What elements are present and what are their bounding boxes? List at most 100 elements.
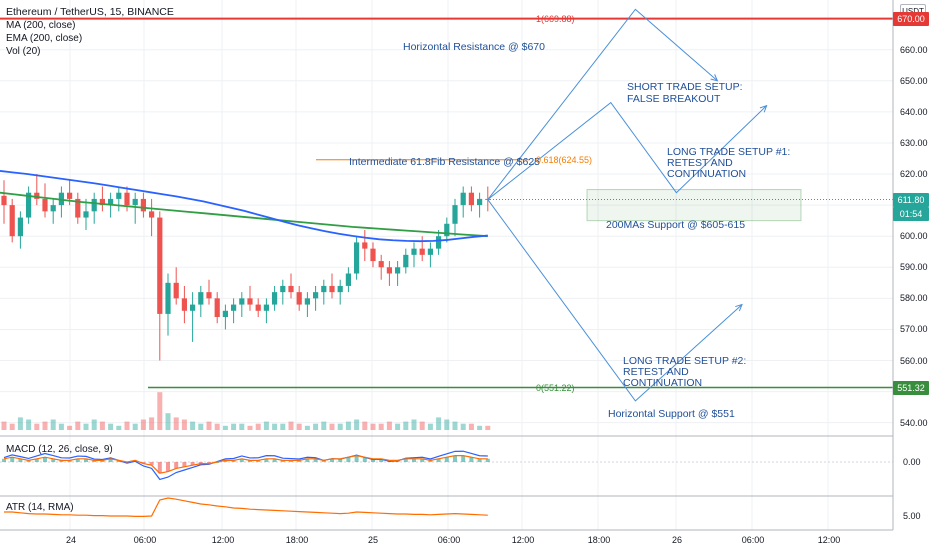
candle-body [34,192,40,199]
volume-bar [452,421,458,430]
macd-histogram-bar [346,457,351,462]
annotation-label: RETEST AND [667,157,733,169]
volume-bar [108,423,114,430]
volume-bar [329,423,335,430]
candle-body [403,254,409,268]
annotation-label: LONG TRADE SETUP #2: [623,355,747,367]
support-zone [586,189,802,222]
volume-bar [313,423,319,430]
candle-body [116,192,122,199]
candle-body [222,310,228,318]
fib-1-label: 1(669.88) [536,13,575,24]
volume-bar [460,423,466,430]
fib-0-label: 0(551.22) [536,382,575,393]
volume-bar [337,423,343,430]
volume-bar [132,423,138,430]
macd-histogram-bar [100,460,105,462]
volume-bar [370,423,376,430]
volume-bar [436,417,442,430]
candles [1,174,491,361]
candle-body [436,236,442,249]
annotation-label: RETEST AND [623,366,689,378]
candle-body [321,285,327,293]
candle-body [444,223,450,237]
annotation-label: CONTINUATION [623,377,703,389]
candle-body [17,217,23,237]
candle-body [427,248,433,255]
macd-histogram-bar [338,458,343,462]
annotation-label: Horizontal Support @ $551 [608,408,735,420]
ma-line [0,191,488,238]
volume-bar [198,423,204,430]
volume-bar [354,419,360,430]
macd-histogram-bar [330,458,334,462]
macd-histogram-bar [182,462,187,467]
time-tick-label: 18:00 [587,535,611,545]
candle-body [370,248,376,262]
volume-bar [395,423,401,430]
candle-body [198,292,204,305]
macd-histogram-bar [166,462,170,472]
annotation-label: SHORT TRADE SETUP: [627,81,743,93]
symbol-title: Ethereum / TetherUS, 15, BINANCE [6,6,174,18]
candle-body [231,304,237,311]
annotation-label: 200MAs Support @ $605-615 [606,219,746,231]
time-tick-label: 25 [367,535,378,545]
ma-line [0,170,488,243]
time-tick-label: 06:00 [437,535,461,545]
candle-body [132,198,138,206]
macd-histogram-bar [321,460,326,462]
candle-body [313,292,319,299]
macd-histogram-bar [248,460,252,462]
arrow-head [710,74,719,82]
projection-arrow [487,8,718,200]
candle-body [354,242,360,274]
time-tick-label: 12:00 [211,535,235,545]
macd-histogram-bar [84,458,88,462]
time-tick-label: 26 [671,535,682,545]
candle-body [83,211,89,218]
macd-histogram-bar [412,458,416,462]
volume-bar [83,423,89,430]
candle-body [140,198,146,212]
time-tick-label: 12:00 [511,535,535,545]
price-tick-label: 540.00 [900,417,928,428]
volume-bar [165,413,171,430]
volume-bar [288,421,294,430]
candle-body [190,304,196,311]
candle-body [247,298,253,305]
candle-body [26,192,32,218]
macd-histogram-bar [18,458,23,462]
macd-histogram-bar [297,460,302,462]
macd-histogram-bar [420,458,425,462]
volume-bar [403,421,409,430]
macd-label: MACD (12, 26, close, 9) [6,444,113,455]
macd-histogram-bar [2,458,6,462]
candle-body [50,205,56,212]
candle-body [149,211,155,218]
grid-lines [0,0,893,530]
volume-bar [124,421,130,430]
volume-bar [263,421,269,430]
support-price-tag: 551.32 [893,380,929,395]
axes-lines [0,0,894,531]
volume-bar [50,419,56,430]
time-tick-label: 06:00 [741,535,765,545]
volume-bar [239,423,245,430]
volume-bar [173,417,179,430]
macd-histogram-bar [461,455,466,462]
atr-line [4,497,488,518]
macd-histogram-bar [289,460,293,462]
candle-body [42,198,48,212]
resistance-price-tag: 670.00 [893,11,929,26]
volume-bar [214,423,220,430]
candle-body [419,248,425,255]
annotation-label: CONTINUATION [667,168,747,180]
volume-bar [149,417,155,430]
candle-body [386,267,392,274]
volume-bar [75,421,81,430]
macd-histogram-bar [272,458,277,462]
